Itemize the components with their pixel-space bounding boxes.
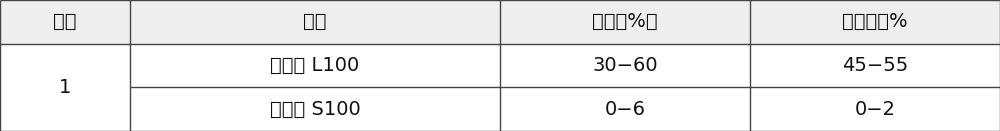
Text: 0−2: 0−2 (854, 100, 896, 119)
Text: 占比（%）: 占比（%） (592, 12, 658, 31)
Text: 最佳比例%: 最佳比例% (842, 12, 908, 31)
Text: 0−6: 0−6 (604, 100, 646, 119)
Text: 辅料: 辅料 (303, 12, 327, 31)
Text: 1: 1 (59, 78, 71, 97)
Bar (0, 0, 1000, 44)
Bar (0, 44, 1000, 131)
Text: 层数: 层数 (53, 12, 77, 31)
Text: 尤特奇 L100: 尤特奇 L100 (270, 56, 360, 75)
Text: 45−55: 45−55 (842, 56, 908, 75)
Text: 尤特奇 S100: 尤特奇 S100 (270, 100, 360, 119)
Text: 30−60: 30−60 (592, 56, 658, 75)
